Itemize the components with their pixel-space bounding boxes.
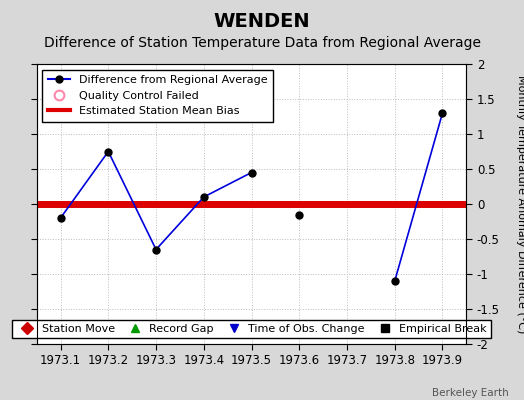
Y-axis label: Monthly Temperature Anomaly Difference (°C): Monthly Temperature Anomaly Difference (… — [517, 75, 524, 333]
Legend: Station Move, Record Gap, Time of Obs. Change, Empirical Break: Station Move, Record Gap, Time of Obs. C… — [12, 320, 492, 338]
Text: Difference of Station Temperature Data from Regional Average: Difference of Station Temperature Data f… — [43, 36, 481, 50]
Text: Berkeley Earth: Berkeley Earth — [432, 388, 508, 398]
Text: WENDEN: WENDEN — [214, 12, 310, 31]
